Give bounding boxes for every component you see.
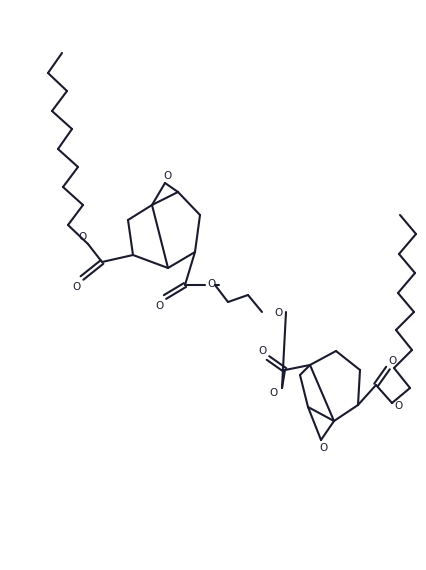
Text: O: O <box>274 308 282 318</box>
Text: O: O <box>207 279 216 289</box>
Text: O: O <box>73 282 81 292</box>
Text: O: O <box>269 388 277 398</box>
Text: O: O <box>155 301 164 311</box>
Text: O: O <box>394 401 402 411</box>
Text: O: O <box>164 171 172 181</box>
Text: O: O <box>79 232 87 242</box>
Text: O: O <box>319 443 327 453</box>
Text: O: O <box>388 356 396 366</box>
Text: O: O <box>258 346 267 356</box>
